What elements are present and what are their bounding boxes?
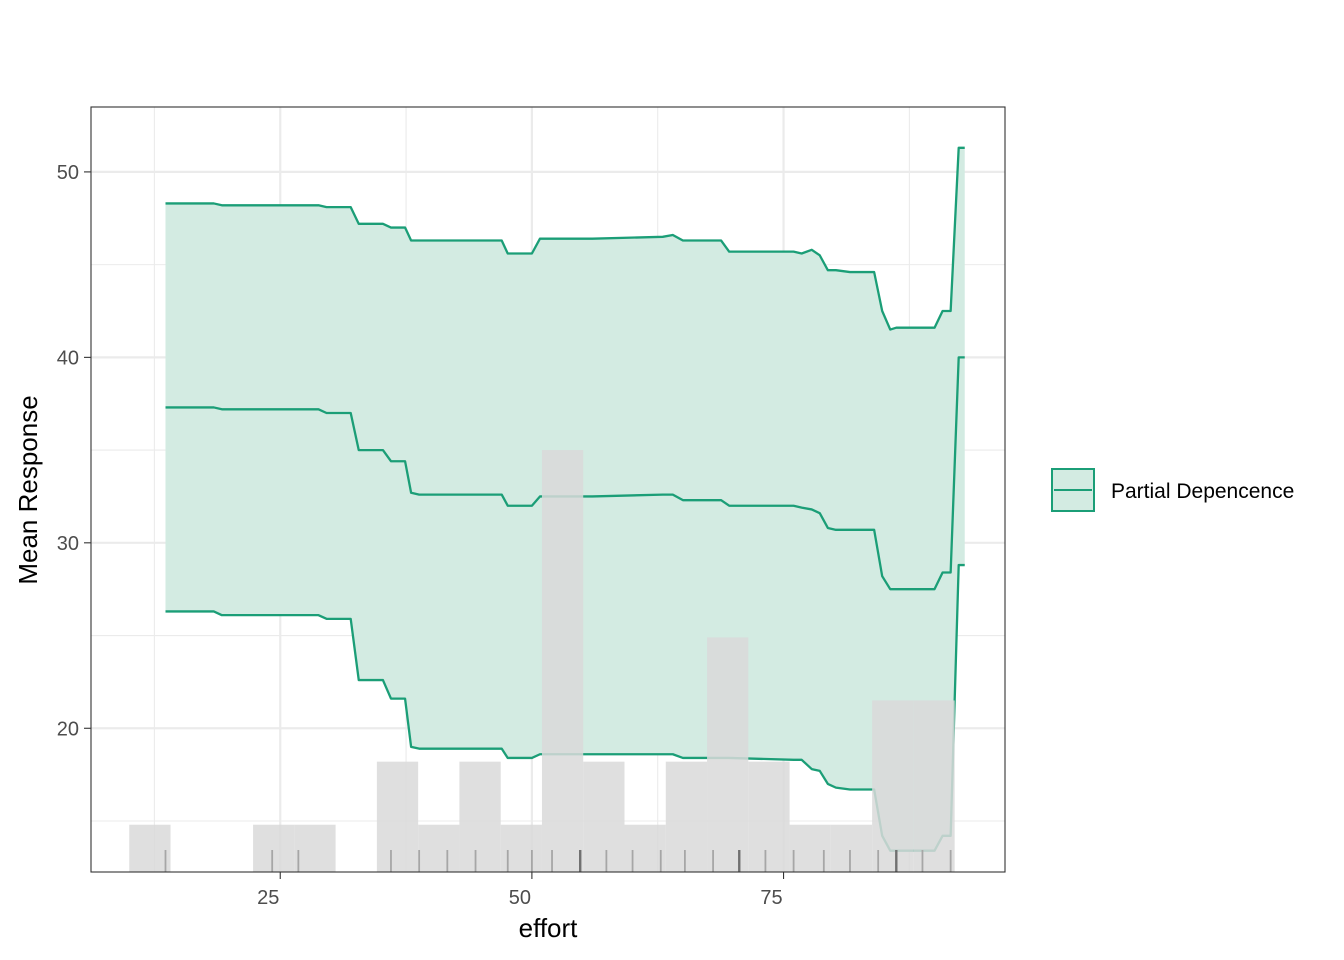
legend-label: Partial Depencence — [1111, 480, 1294, 503]
rug-marks — [164, 850, 952, 872]
histogram-bar — [913, 700, 955, 872]
x-tick-label: 75 — [760, 887, 782, 909]
histogram-bar — [707, 637, 749, 872]
histogram-bar — [418, 824, 460, 872]
x-axis-title: effort — [519, 913, 579, 943]
y-tick-label: 40 — [57, 347, 79, 369]
histogram-bar — [665, 761, 708, 872]
histogram-bar — [872, 700, 914, 872]
y-tick-label: 50 — [57, 162, 79, 184]
x-axis-ticks: 25 50 75 — [257, 872, 785, 909]
legend: Partial Depencence — [1051, 468, 1294, 512]
y-tick-label: 20 — [57, 718, 79, 740]
histogram-bars — [129, 450, 955, 872]
histogram-bar — [830, 824, 873, 872]
y-tick-label: 30 — [57, 533, 79, 555]
histogram-bar — [748, 761, 790, 872]
histogram-bar — [624, 824, 666, 872]
histogram-bar — [583, 761, 625, 872]
x-tick-label: 25 — [257, 887, 279, 909]
y-axis-title: Mean Response — [13, 395, 43, 584]
histogram-bar — [253, 824, 295, 872]
histogram-bar — [376, 761, 419, 872]
histogram-bar — [541, 450, 584, 872]
y-axis-ticks: 20 30 40 50 — [57, 162, 91, 740]
x-tick-label: 50 — [509, 887, 531, 909]
line-upper — [165, 146, 965, 331]
panel-border — [90, 106, 1006, 873]
histogram-bar — [294, 824, 336, 872]
histogram-bar — [459, 761, 501, 872]
line-mean — [165, 356, 965, 591]
histogram-bar — [129, 824, 171, 872]
